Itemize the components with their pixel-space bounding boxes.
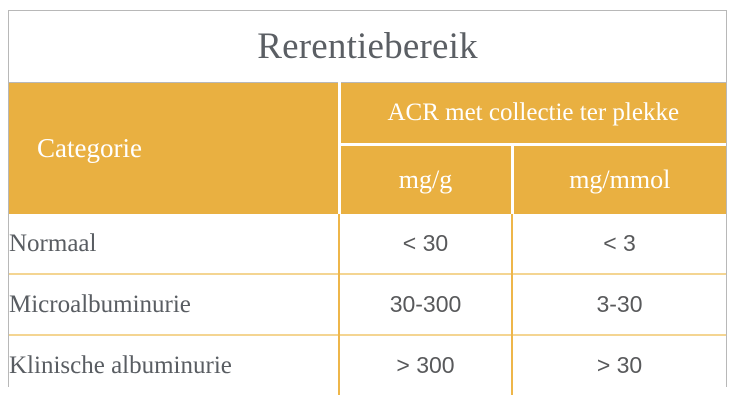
table-row: Microalbuminurie 30-300 3-30	[9, 273, 727, 335]
page-title: Rerentiebereik	[9, 11, 727, 83]
column-header-acr-group: ACR met collectie ter plekke	[339, 82, 727, 146]
cell-mg-g: > 300	[339, 334, 513, 395]
column-header-unit-mg-g: mg/g	[339, 144, 514, 214]
cell-category: Klinische albuminurie	[9, 334, 340, 395]
reference-range-table-container: Rerentiebereik Categorie ACR met collect…	[8, 10, 727, 395]
cell-category: Normaal	[9, 214, 340, 274]
cell-mg-mmol: > 30	[512, 334, 727, 395]
table-header-row-units: mg/g mg/mmol	[9, 144, 727, 214]
table-row: Normaal < 30 < 3	[9, 214, 727, 274]
cell-mg-mmol: < 3	[512, 214, 727, 274]
table-header-row-group: Categorie ACR met collectie ter plekke	[9, 82, 727, 214]
cell-category: Microalbuminurie	[9, 273, 340, 335]
cell-mg-g: < 30	[339, 214, 513, 274]
table-row: Klinische albuminurie > 300 > 30	[9, 334, 727, 395]
column-header-unit-mg-mmol: mg/mmol	[512, 144, 727, 214]
cell-mg-g: 30-300	[339, 273, 513, 335]
cell-mg-mmol: 3-30	[512, 273, 727, 335]
reference-range-table: Rerentiebereik Categorie ACR met collect…	[9, 11, 727, 395]
table-title-row: Rerentiebereik	[9, 11, 727, 83]
column-header-category: Categorie	[9, 82, 341, 214]
